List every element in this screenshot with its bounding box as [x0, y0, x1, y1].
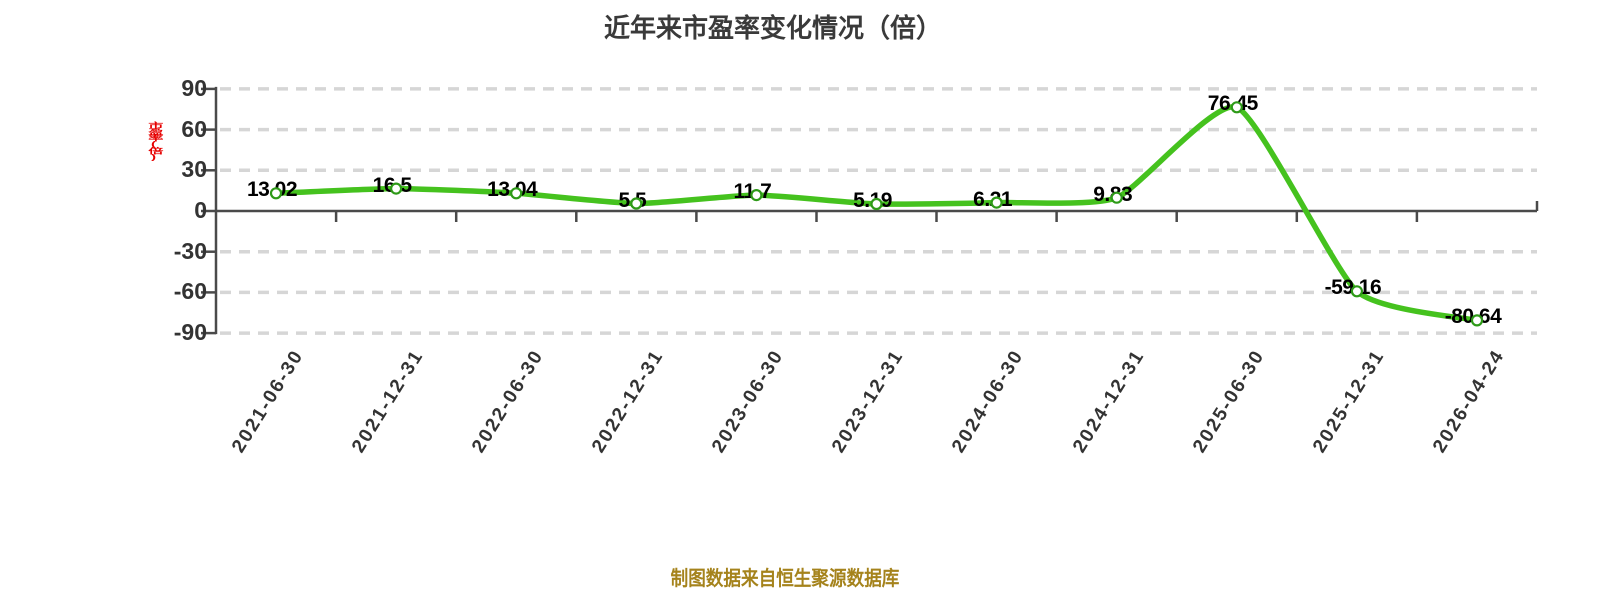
- x-tick-label: 2026-04-24: [1428, 346, 1509, 457]
- x-tick-label: 2024-06-30: [948, 346, 1029, 457]
- x-tick-label: 2025-12-31: [1308, 346, 1389, 457]
- data-point-label: 5.19: [853, 189, 892, 212]
- y-tick-label: 90: [181, 74, 207, 101]
- data-point-label: -59.16: [1324, 276, 1382, 300]
- x-tick-label: 2021-06-30: [227, 346, 308, 457]
- y-tick-label: 30: [181, 156, 207, 183]
- data-point-label: 5.5: [618, 188, 647, 212]
- data-point-label: 9.83: [1093, 182, 1133, 206]
- y-tick-label: 0: [194, 196, 207, 223]
- data-point-label: 6.21: [973, 187, 1013, 211]
- data-point-label: -80.64: [1444, 305, 1502, 329]
- x-tick-label: 2021-12-31: [348, 346, 428, 457]
- x-tick-label: 2023-06-30: [708, 346, 789, 457]
- chart-title: 近年来市盈率变化情况（倍）: [603, 13, 943, 43]
- y-axis-label: 市盈率(倍): [145, 121, 162, 161]
- x-tick-label: 2025-06-30: [1188, 346, 1269, 457]
- y-tick-label: -60: [173, 278, 207, 305]
- x-tick-label: 2023-12-31: [828, 346, 909, 457]
- data-point-label: 76.45: [1207, 92, 1259, 116]
- pe-ratio-series-line: [273, 104, 1480, 324]
- data-point-label: 16.5: [372, 173, 412, 197]
- y-tick-label: -90: [173, 319, 207, 346]
- data-point-label: 13.04: [487, 178, 538, 202]
- data-point-label: 11.7: [733, 180, 772, 204]
- data-point-label: 13.02: [246, 178, 298, 202]
- x-tick-label: 2022-12-31: [588, 346, 669, 457]
- x-tick-label: 2024-12-31: [1068, 346, 1149, 457]
- x-tick-label: 2022-06-30: [468, 346, 549, 457]
- data-source-caption: 制图数据来自恒生聚源数据库: [670, 568, 900, 590]
- y-tick-label: 60: [181, 115, 207, 142]
- y-tick-label: -30: [173, 237, 207, 264]
